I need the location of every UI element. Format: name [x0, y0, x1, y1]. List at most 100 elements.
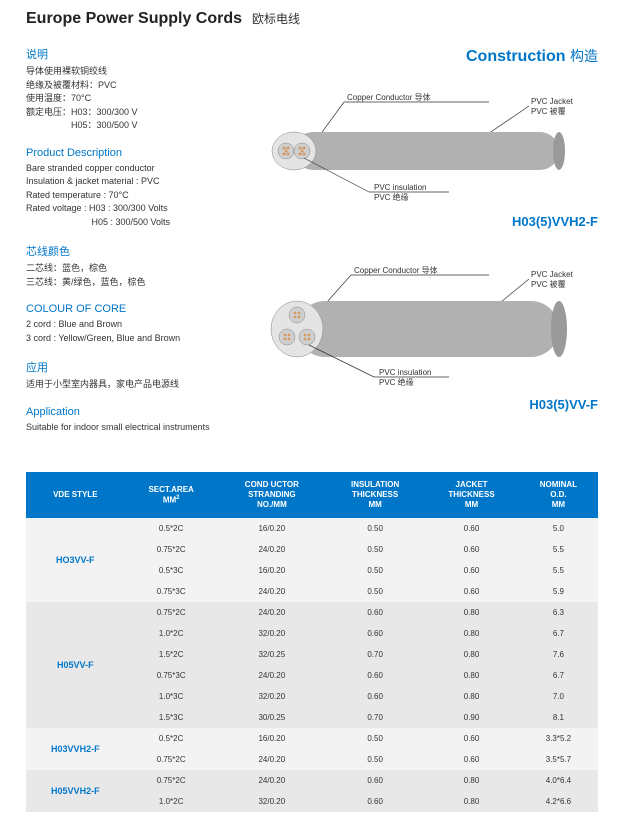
lines-product-description: Bare stranded copper conductorInsulation… — [26, 162, 251, 230]
table-header-cell: VDE STYLE — [26, 472, 125, 518]
heading-core-en: COLOUR OF CORE — [26, 303, 251, 315]
table-cell: 1.5*2C — [125, 644, 218, 665]
table-cell: 0.60 — [424, 560, 519, 581]
table-body: HO3VV-F0.5*2C16/0.200.500.605.00.75*2C24… — [26, 518, 598, 812]
table-cell: 0.60 — [326, 623, 424, 644]
table-cell: 0.50 — [326, 749, 424, 770]
table-cell: 24/0.20 — [218, 539, 326, 560]
table-cell: 7.6 — [519, 644, 598, 665]
table-header-cell: JACKETTHICKNESSMM — [424, 472, 519, 518]
table-cell: 24/0.20 — [218, 665, 326, 686]
table-row: HO3VV-F0.5*2C16/0.200.500.605.0 — [26, 518, 598, 539]
page-title-en: Europe Power Supply Cords — [26, 10, 242, 28]
d2-core-3 — [299, 329, 315, 345]
table-cell: 8.1 — [519, 707, 598, 728]
table-cell: 0.50 — [326, 539, 424, 560]
vde-style-cell: H05VV-F — [26, 602, 125, 728]
table-cell: 5.9 — [519, 581, 598, 602]
text-line: Rated temperature : 70°C — [26, 189, 251, 203]
d1-model: H03(5)VVH2-F — [269, 214, 598, 229]
d1-copper-label: Copper Conductor 导体 — [347, 92, 431, 102]
vde-style-cell: H03VVH2-F — [26, 728, 125, 770]
table-cell: 24/0.20 — [218, 770, 326, 791]
table-cell: 7.0 — [519, 686, 598, 707]
table-cell: 0.75*2C — [125, 770, 218, 791]
diagram-column: Construction 构造 Copper Conductor 导体 PVC … — [269, 46, 598, 448]
table-header-cell: COND UCTORSTRANDINGNO./MM — [218, 472, 326, 518]
text-line: Insulation & jacket material : PVC — [26, 175, 251, 189]
table-cell: 0.5*3C — [125, 560, 218, 581]
table-cell: 0.80 — [424, 623, 519, 644]
d1-ins-1: PVC insulation — [374, 183, 426, 192]
d2-copper-label: Copper Conductor 导体 — [354, 265, 438, 275]
table-cell: 0.60 — [326, 602, 424, 623]
table-cell: 3.5*5.7 — [519, 749, 598, 770]
text-line: Suitable for indoor small electrical ins… — [26, 421, 251, 435]
table-cell: 32/0.20 — [218, 791, 326, 812]
d2-ins-2: PVC 绝缘 — [379, 377, 414, 387]
text-line: Bare stranded copper conductor — [26, 162, 251, 176]
table-cell: 0.75*3C — [125, 581, 218, 602]
table-cell: 16/0.20 — [218, 728, 326, 749]
section-app-cn: 应用 适用于小型室内器具，家电产品电源线 — [26, 359, 251, 392]
text-line: 额定电压：H03：300/300 V — [26, 106, 251, 120]
table-cell: 0.60 — [326, 665, 424, 686]
lines-core-en: 2 cord : Blue and Brown3 cord : Yellow/G… — [26, 318, 251, 345]
section-shuoming: 说明 导体使用裸软铜绞线绝缘及被覆材料：PVC使用温度：70°C额定电压：H03… — [26, 46, 251, 133]
table-cell: 0.5*2C — [125, 518, 218, 539]
d1-core-2 — [294, 143, 310, 159]
table-cell: 0.60 — [424, 581, 519, 602]
table-cell: 5.5 — [519, 539, 598, 560]
lines-app-cn: 适用于小型室内器具，家电产品电源线 — [26, 378, 251, 392]
table-row: H05VV-F0.75*2C24/0.200.600.806.3 — [26, 602, 598, 623]
lines-core-cn: 二芯线：蓝色，棕色三芯线：黄/绿色，蓝色，棕色 — [26, 262, 251, 289]
table-header-row: VDE STYLESECT.AREAMM2COND UCTORSTRANDING… — [26, 472, 598, 518]
construction-cn: 构造 — [570, 48, 598, 64]
section-product-description: Product Description Bare stranded copper… — [26, 147, 251, 230]
table-cell: 3.3*5.2 — [519, 728, 598, 749]
table-cell: 32/0.25 — [218, 644, 326, 665]
heading-app-en: Application — [26, 406, 251, 418]
lines-app-en: Suitable for indoor small electrical ins… — [26, 421, 251, 435]
d2-model: H03(5)VV-F — [269, 397, 598, 412]
text-line: Rated voltage : H03 : 300/300 Volts — [26, 202, 251, 216]
text-line: H05：300/500 V — [26, 119, 251, 133]
d1-jacket-2: PVC 被覆 — [531, 106, 566, 116]
construction-en: Construction — [466, 48, 566, 65]
table-cell: 0.75*2C — [125, 602, 218, 623]
table-header-cell: INSULATIONTHICKNESSMM — [326, 472, 424, 518]
text-line: 适用于小型室内器具，家电产品电源线 — [26, 378, 251, 392]
table-cell: 6.7 — [519, 623, 598, 644]
text-line: 2 cord : Blue and Brown — [26, 318, 251, 332]
vde-style-cell: HO3VV-F — [26, 518, 125, 602]
table-cell: 32/0.20 — [218, 623, 326, 644]
table-cell: 5.5 — [519, 560, 598, 581]
spec-table: VDE STYLESECT.AREAMM2COND UCTORSTRANDING… — [26, 472, 598, 812]
d2-ins-1: PVC insulation — [379, 368, 431, 377]
table-cell: 0.50 — [326, 728, 424, 749]
table-cell: 1.0*3C — [125, 686, 218, 707]
table-cell: 0.75*2C — [125, 749, 218, 770]
table-cell: 0.70 — [326, 644, 424, 665]
table-cell: 0.5*2C — [125, 728, 218, 749]
table-cell: 5.0 — [519, 518, 598, 539]
text-line: H05 : 300/500 Volts — [26, 216, 251, 230]
text-line: 3 cord : Yellow/Green, Blue and Brown — [26, 332, 251, 346]
table-cell: 24/0.20 — [218, 581, 326, 602]
construction-title: Construction 构造 — [269, 46, 598, 66]
table-cell: 4.0*6.4 — [519, 770, 598, 791]
table-cell: 0.60 — [424, 518, 519, 539]
d2-jacket-1: PVC Jacket — [531, 270, 574, 279]
table-cell: 16/0.20 — [218, 518, 326, 539]
diagram-flat-cable: Copper Conductor 导体 PVC Jacket PVC 被覆 — [269, 92, 598, 229]
table-cell: 0.50 — [326, 581, 424, 602]
text-line: 绝缘及被覆材料：PVC — [26, 79, 251, 93]
text-line: 二芯线：蓝色，棕色 — [26, 262, 251, 276]
d1-jacket-1: PVC Jacket — [531, 97, 574, 106]
heading-product-description: Product Description — [26, 147, 251, 159]
table-cell: 0.50 — [326, 518, 424, 539]
table-cell: 30/0.25 — [218, 707, 326, 728]
heading-shuoming: 说明 — [26, 46, 251, 62]
table-cell: 0.50 — [326, 560, 424, 581]
table-cell: 6.7 — [519, 665, 598, 686]
